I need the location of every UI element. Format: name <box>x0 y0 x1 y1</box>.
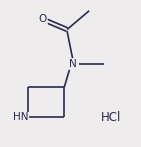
Text: O: O <box>39 14 47 24</box>
Text: HCl: HCl <box>101 111 121 124</box>
Text: N: N <box>69 59 76 69</box>
Text: HN: HN <box>13 112 29 122</box>
